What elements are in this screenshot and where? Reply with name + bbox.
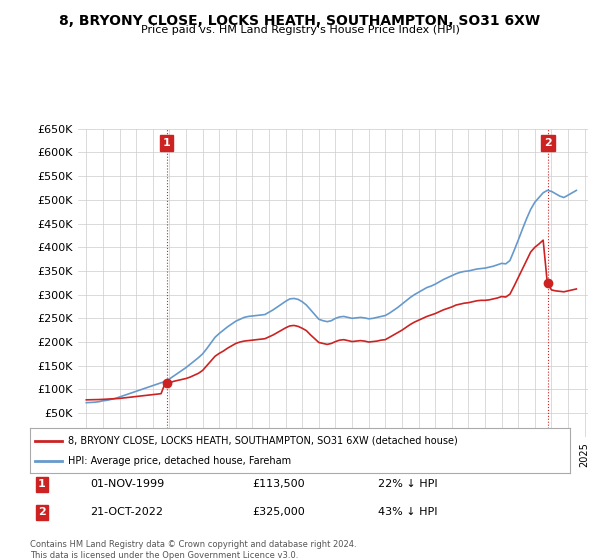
- Text: HPI: Average price, detached house, Fareham: HPI: Average price, detached house, Fare…: [68, 456, 291, 466]
- Text: Price paid vs. HM Land Registry's House Price Index (HPI): Price paid vs. HM Land Registry's House …: [140, 25, 460, 35]
- Text: 8, BRYONY CLOSE, LOCKS HEATH, SOUTHAMPTON, SO31 6XW: 8, BRYONY CLOSE, LOCKS HEATH, SOUTHAMPTO…: [59, 14, 541, 28]
- Text: 2: 2: [38, 507, 46, 517]
- Text: £325,000: £325,000: [252, 507, 305, 517]
- Text: 22% ↓ HPI: 22% ↓ HPI: [378, 479, 437, 489]
- Text: 43% ↓ HPI: 43% ↓ HPI: [378, 507, 437, 517]
- Text: 1: 1: [38, 479, 46, 489]
- Text: 01-NOV-1999: 01-NOV-1999: [90, 479, 164, 489]
- Text: 8, BRYONY CLOSE, LOCKS HEATH, SOUTHAMPTON, SO31 6XW (detached house): 8, BRYONY CLOSE, LOCKS HEATH, SOUTHAMPTO…: [68, 436, 458, 446]
- Text: £113,500: £113,500: [252, 479, 305, 489]
- Text: 1: 1: [163, 138, 170, 148]
- Text: Contains HM Land Registry data © Crown copyright and database right 2024.
This d: Contains HM Land Registry data © Crown c…: [30, 540, 356, 560]
- Text: 21-OCT-2022: 21-OCT-2022: [90, 507, 163, 517]
- Text: 2: 2: [544, 138, 552, 148]
